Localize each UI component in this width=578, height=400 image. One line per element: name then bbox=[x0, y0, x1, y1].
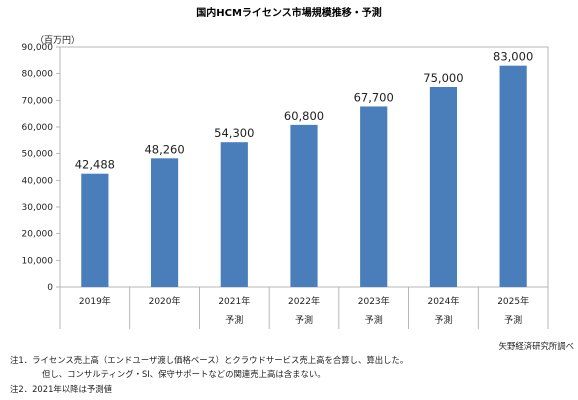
y-tick-label: 20,000 bbox=[22, 230, 54, 240]
y-tick-label: 30,000 bbox=[22, 203, 54, 213]
note-1-continued: 但し、コンサルティング・SI、保守サポートなどの関連売上高は含まない。 bbox=[42, 369, 326, 379]
forecast-label: 予測 bbox=[434, 314, 452, 326]
bar bbox=[220, 142, 248, 287]
bar bbox=[499, 65, 527, 288]
data-label: 42,488 bbox=[75, 158, 115, 172]
y-tick-label: 0 bbox=[47, 283, 53, 293]
category-label: 2019年 bbox=[79, 295, 111, 307]
y-tick-label: 90,000 bbox=[22, 43, 54, 53]
source-text: 矢野経済研究所調べ bbox=[499, 341, 574, 351]
data-label: 67,700 bbox=[354, 90, 394, 104]
bar bbox=[81, 173, 109, 287]
y-tick-label: 70,000 bbox=[22, 96, 54, 106]
y-tick-label: 60,000 bbox=[22, 123, 54, 133]
note-2: 注2．2021年以降は予測値 bbox=[10, 384, 113, 394]
bar bbox=[429, 87, 458, 287]
y-tick-label: 40,000 bbox=[22, 176, 54, 186]
plot-area: 0 10,000 20,000 30,000 40,000 50,000 60,000 70,… bbox=[22, 43, 549, 329]
y-tick-label: 80,000 bbox=[22, 70, 54, 80]
note-1: 注1．ライセンス売上高（エンドユーザ渡し価格ベース）とクラウドサービス売上高を合… bbox=[10, 355, 408, 365]
y-axis-unit: （百万円） bbox=[35, 35, 80, 46]
data-label: 48,260 bbox=[144, 142, 184, 156]
y-tick-label: 50,000 bbox=[22, 150, 54, 160]
bar bbox=[150, 158, 179, 287]
forecast-label: 予測 bbox=[295, 314, 313, 326]
data-label: 75,000 bbox=[423, 71, 463, 85]
data-label: 60,800 bbox=[284, 109, 324, 123]
category-label: 2025年 bbox=[497, 295, 529, 307]
chart-title: 国内HCMライセンス市場規模推移・予測 bbox=[196, 6, 381, 19]
data-label: 83,000 bbox=[493, 50, 533, 64]
category-label: 2023年 bbox=[358, 295, 390, 307]
category-label: 2021年 bbox=[218, 295, 250, 307]
y-tick-label: 10,000 bbox=[22, 256, 54, 266]
bar bbox=[360, 106, 388, 287]
forecast-label: 予測 bbox=[365, 314, 383, 326]
data-label: 54,300 bbox=[214, 126, 254, 140]
category-label: 2024年 bbox=[427, 295, 459, 307]
forecast-label: 予測 bbox=[504, 314, 522, 326]
forecast-label: 予測 bbox=[225, 314, 243, 326]
category-label: 2022年 bbox=[288, 295, 320, 307]
bar bbox=[290, 124, 318, 287]
category-label: 2020年 bbox=[149, 295, 181, 307]
